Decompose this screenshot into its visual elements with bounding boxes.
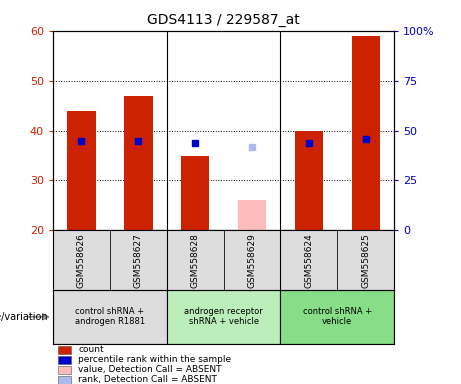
Bar	[238, 200, 266, 230]
Text: GSM558628: GSM558628	[191, 233, 200, 288]
Bar	[280, 230, 337, 290]
Text: control shRNA +
androgen R1881: control shRNA + androgen R1881	[75, 307, 145, 326]
Bar	[124, 96, 153, 230]
Bar	[280, 290, 394, 344]
Bar	[224, 230, 280, 290]
Text: GSM558626: GSM558626	[77, 233, 86, 288]
Text: GSM558629: GSM558629	[248, 233, 256, 288]
Text: GSM558625: GSM558625	[361, 233, 370, 288]
Bar	[181, 156, 209, 230]
Bar	[337, 230, 394, 290]
Text: GSM558624: GSM558624	[304, 233, 313, 288]
Bar	[67, 111, 95, 230]
Text: androgen receptor
shRNA + vehicle: androgen receptor shRNA + vehicle	[184, 307, 263, 326]
Bar	[167, 230, 224, 290]
Bar	[167, 290, 280, 344]
Text: value, Detection Call = ABSENT: value, Detection Call = ABSENT	[78, 365, 222, 374]
Text: control shRNA +
vehicle: control shRNA + vehicle	[303, 307, 372, 326]
Title: GDS4113 / 229587_at: GDS4113 / 229587_at	[147, 13, 300, 27]
Bar	[295, 131, 323, 230]
Text: GSM558627: GSM558627	[134, 233, 143, 288]
Bar	[351, 36, 380, 230]
Text: percentile rank within the sample: percentile rank within the sample	[78, 355, 231, 364]
Text: rank, Detection Call = ABSENT: rank, Detection Call = ABSENT	[78, 375, 217, 384]
Bar	[53, 290, 167, 344]
Bar	[53, 230, 110, 290]
Text: count: count	[78, 345, 104, 354]
Text: genotype/variation: genotype/variation	[0, 312, 48, 322]
Bar	[110, 230, 167, 290]
